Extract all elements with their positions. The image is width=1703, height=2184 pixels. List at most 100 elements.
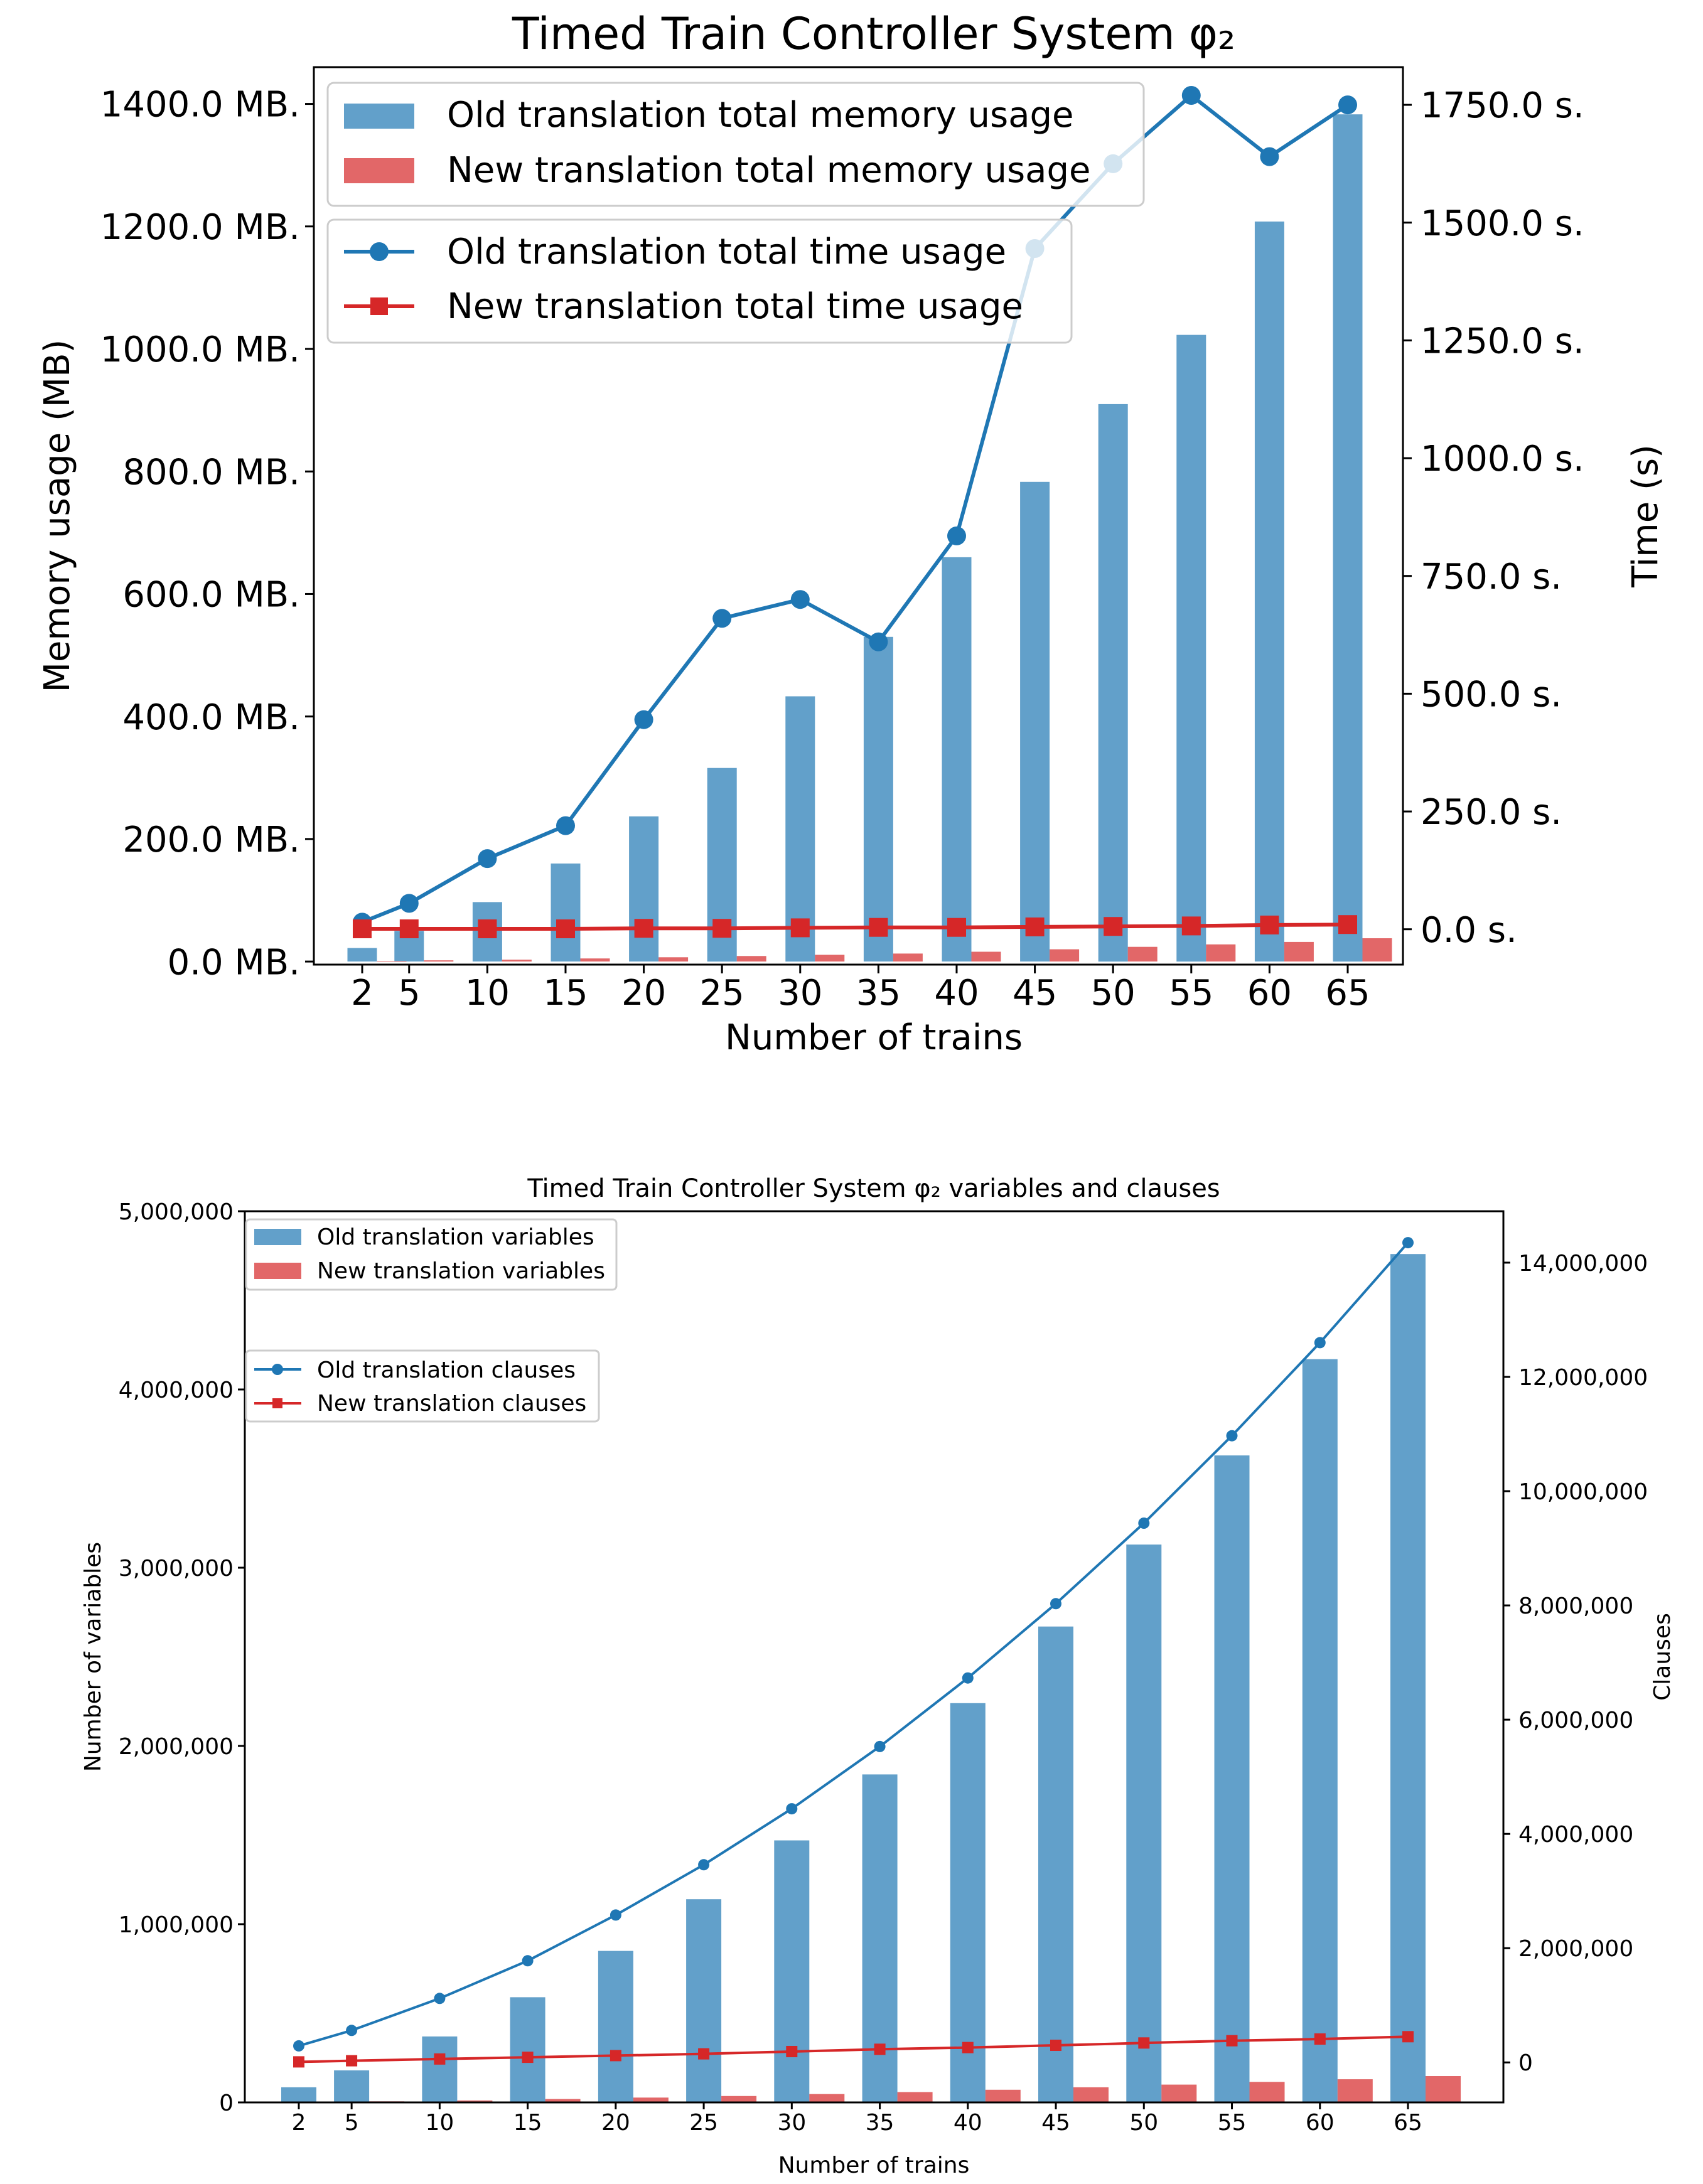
point-new-35	[869, 918, 888, 937]
chart2-legend-lines: Old translation clauses New translation …	[245, 1349, 600, 1423]
point-old-60	[1314, 1337, 1326, 1349]
x-tick-label: 55	[1218, 2110, 1247, 2136]
bar-new-40	[985, 2089, 1021, 2102]
x-tick-label: 20	[601, 2110, 630, 2136]
bar-old-10	[422, 2036, 458, 2102]
bar-new-25	[721, 2096, 757, 2102]
point-new-50	[1138, 2037, 1150, 2049]
point-new-40	[962, 2042, 974, 2053]
line-old-series	[298, 1241, 1409, 2047]
point-old-65	[1402, 1237, 1414, 1249]
bar-new-10	[502, 960, 532, 962]
point-new-20	[610, 2050, 621, 2062]
x-tick-label: 55	[1169, 973, 1213, 1014]
point-old-45	[1050, 1598, 1061, 1610]
bar-old-45	[1020, 481, 1050, 962]
line-new-series	[298, 2035, 1409, 2064]
point-new-30	[790, 918, 810, 938]
y2-tick-label: 1750.0 s.	[1421, 85, 1584, 126]
y-tick-label: 1400.0 MB.	[100, 85, 300, 126]
x-tick-label: 15	[543, 973, 588, 1014]
point-old-25	[712, 609, 732, 628]
y2-tick-label: 1500.0 s.	[1421, 203, 1584, 244]
y2-tick-label: 500.0 s.	[1421, 675, 1562, 715]
y-tick-label: 0.0 MB.	[168, 942, 300, 983]
y2-tick-label: 6,000,000	[1518, 1708, 1633, 1733]
legend-label-old-variables: Old translation variables	[317, 1224, 594, 1250]
chart1-plot-frame	[313, 66, 1404, 966]
point-new-60	[1314, 2033, 1326, 2045]
legend-label-new-variables: New translation variables	[317, 1258, 605, 1284]
legend-swatch-new-memory	[344, 158, 414, 183]
bar-new-45	[1073, 2087, 1109, 2102]
y-tick-label: 600.0 MB.	[122, 575, 300, 616]
x-tick-label: 20	[621, 973, 666, 1014]
legend-label-new-clauses: New translation clauses	[317, 1391, 586, 1416]
x-tick-label: 30	[777, 2110, 806, 2136]
y-tick-label: 0	[219, 2090, 234, 2116]
point-new-25	[698, 2048, 710, 2060]
y2-tick-label: 14,000,000	[1518, 1251, 1648, 1277]
y-tick-label: 3,000,000	[119, 1556, 234, 1582]
bar-new-55	[1249, 2082, 1285, 2102]
y-tick-label: 1000.0 MB.	[100, 329, 300, 370]
bar-old-60	[1254, 222, 1284, 962]
point-old-30	[790, 590, 810, 609]
legend-swatch-old-variables	[254, 1229, 301, 1245]
bar-old-20	[629, 816, 659, 962]
y-tick-label: 2,000,000	[119, 1734, 234, 1760]
point-new-25	[712, 919, 732, 938]
bar-old-30	[774, 1840, 810, 2102]
bar-old-55	[1214, 1455, 1250, 2102]
chart1-legend-lines: Old translation total time usage New tra…	[326, 218, 1073, 344]
chart2-x-ticks: 2 5 10 15 20 25 30 35 40 45 50 55 60 65	[292, 2102, 1422, 2136]
bar-new-10	[457, 2100, 493, 2102]
y2-tick-label: 250.0 s.	[1421, 792, 1562, 833]
chart2-y-ticks: 0 1,000,000 2,000,000 3,000,000 4,000,000 5,0…	[119, 1199, 245, 2116]
point-old-55	[1181, 86, 1201, 105]
bar-old-35	[863, 636, 893, 962]
point-old-40	[962, 1672, 974, 1684]
legend-marker-new-time	[370, 297, 388, 315]
x-tick-label: 10	[465, 973, 510, 1014]
bar-new-5	[424, 960, 454, 962]
chart2-lines	[293, 1237, 1414, 2068]
memory-time-chart: Timed Train Controller System φ₂ 0.0 MB.…	[37, 8, 1666, 1058]
y2-tick-label: 8,000,000	[1518, 1593, 1633, 1619]
x-tick-label: 60	[1306, 2110, 1335, 2136]
point-new-50	[1104, 917, 1123, 936]
point-new-10	[434, 2053, 446, 2065]
chart2-bars	[281, 1254, 1461, 2102]
bar-old-30	[785, 696, 815, 962]
y2-tick-label: 4,000,000	[1518, 1822, 1633, 1848]
bar-new-15	[580, 958, 610, 962]
chart2-legend-bars: Old translation variables New translatio…	[245, 1218, 618, 1291]
y-tick-label: 400.0 MB.	[122, 697, 300, 738]
variables-clauses-chart: Timed Train Controller System φ₂ variabl…	[80, 1174, 1675, 2178]
point-new-45	[1025, 917, 1045, 936]
point-new-2	[293, 2056, 304, 2068]
point-old-25	[698, 1859, 710, 1871]
bar-new-50	[1161, 2084, 1197, 2102]
bar-new-55	[1206, 944, 1236, 962]
x-tick-label: 45	[1041, 2110, 1070, 2136]
legend-swatch-old-memory	[344, 104, 414, 129]
x-tick-label: 2	[292, 2110, 306, 2136]
point-old-35	[869, 632, 888, 651]
x-tick-label: 15	[513, 2110, 542, 2136]
y2-tick-label: 2,000,000	[1518, 1936, 1633, 1962]
bar-old-15	[510, 1997, 545, 2102]
bar-old-50	[1098, 404, 1128, 962]
y-tick-label: 200.0 MB.	[122, 820, 300, 860]
x-tick-label: 40	[954, 2110, 982, 2136]
point-new-20	[634, 919, 653, 938]
point-old-40	[947, 526, 966, 545]
y-tick-label: 1200.0 MB.	[100, 207, 300, 248]
bar-new-65	[1362, 938, 1392, 962]
point-old-65	[1338, 95, 1357, 115]
y2-tick-label: 0.0 s.	[1421, 910, 1517, 951]
line-old-series	[361, 94, 1349, 924]
point-new-15	[522, 2052, 534, 2064]
chart1-y-axis-label: Memory usage (MB)	[37, 340, 78, 693]
